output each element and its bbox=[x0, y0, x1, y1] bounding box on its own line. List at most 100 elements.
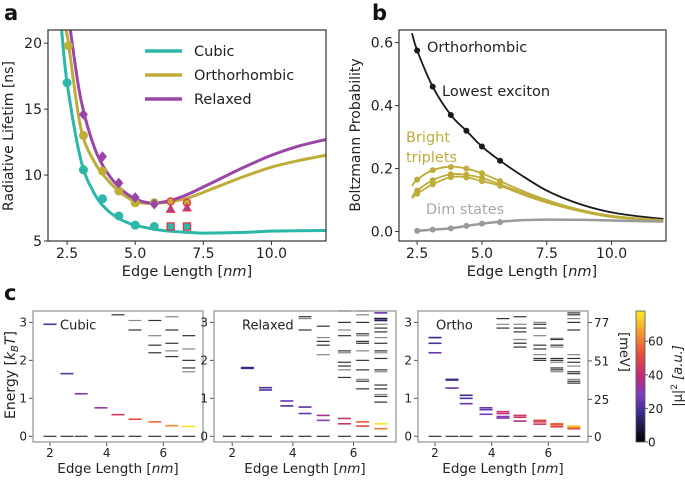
y-tick-label: 0 bbox=[200, 430, 208, 444]
y-tick-label: 10 bbox=[24, 168, 42, 184]
y-tick-label: 0.6 bbox=[371, 36, 393, 52]
panel-label-c: c bbox=[4, 281, 16, 305]
right-tick-label: 0 bbox=[594, 430, 602, 444]
colorbar-label: |μ|2 [a.u.] bbox=[670, 345, 685, 407]
series-curve-relaxed bbox=[68, 30, 326, 205]
data-point-diamond bbox=[149, 198, 159, 210]
data-point-circle bbox=[98, 166, 108, 176]
y-tick-label: 15 bbox=[24, 102, 42, 118]
data-point-circle bbox=[114, 186, 124, 196]
axes-frame bbox=[417, 310, 589, 443]
data-point bbox=[447, 174, 454, 181]
y-tick-label: 5 bbox=[33, 234, 42, 250]
data-point bbox=[478, 170, 485, 177]
annotation-triplets: triplets bbox=[406, 150, 457, 166]
data-point bbox=[478, 220, 485, 227]
data-point bbox=[478, 178, 485, 185]
annotation-bright: Bright bbox=[406, 130, 450, 146]
y-tick-label: 0.4 bbox=[371, 99, 393, 115]
data-point-circle bbox=[98, 194, 108, 204]
data-point-triangle bbox=[182, 202, 192, 212]
data-point bbox=[414, 227, 421, 234]
x-tick-label: 5.0 bbox=[471, 246, 493, 262]
data-point-square bbox=[166, 222, 175, 231]
y-tick-label: 0 bbox=[404, 430, 412, 444]
legend-label-orthorhombic: Orthorhombic bbox=[194, 68, 294, 84]
plot-area bbox=[60, 30, 326, 235]
data-point-circle bbox=[63, 41, 73, 51]
right-axis-label-mev: [meV] bbox=[616, 332, 631, 372]
subplot-title-ortho: Ortho bbox=[436, 318, 473, 333]
y-tick-label: 2 bbox=[200, 354, 208, 368]
y-tick-label: 3 bbox=[404, 316, 412, 330]
data-point bbox=[429, 226, 436, 233]
y-tick-label: 3 bbox=[200, 316, 208, 330]
x-axis-label: Edge Length [nm] bbox=[442, 461, 563, 477]
right-tick-label: 77 bbox=[594, 316, 609, 330]
data-point-diamond bbox=[114, 177, 124, 189]
data-point-circle bbox=[114, 211, 124, 221]
chart-a-radiative-lifetime: 2.5 5.0 7.5 10.0 5 10 15 20 Cubic Orthorhombic Rel… bbox=[1, 29, 327, 280]
axes-frame bbox=[398, 29, 667, 242]
colorbar-tick-label: 60 bbox=[648, 335, 663, 349]
axes-frame bbox=[47, 29, 327, 242]
colorbar-tick-label: 20 bbox=[648, 402, 663, 416]
axes-frame bbox=[213, 310, 397, 443]
colorbar-tick-label: 0 bbox=[648, 436, 656, 450]
y-tick-label: 1 bbox=[19, 392, 27, 406]
data-point bbox=[497, 219, 504, 226]
axes-frame bbox=[32, 310, 204, 443]
subplot-cubic: 2 4 6 0 1 2 3 Cubic Edge Length [nm] bbox=[19, 310, 204, 477]
x-tick-label: 7.5 bbox=[536, 246, 558, 262]
data-point bbox=[478, 143, 485, 150]
y-tick-label: 0.2 bbox=[371, 162, 393, 178]
data-point-circle bbox=[78, 131, 88, 140]
data-point bbox=[463, 174, 470, 181]
x-tick-label: 6 bbox=[160, 446, 168, 460]
panel-label-b: b bbox=[372, 1, 387, 25]
x-tick-label: 7.5 bbox=[192, 246, 214, 262]
x-tick-label: 4 bbox=[488, 446, 496, 460]
x-axis-label: Edge Length [nm] bbox=[122, 264, 252, 280]
subplot-relaxed: 2 4 6 0 1 2 3 Relaxed Edge Length [nm] bbox=[200, 310, 397, 477]
subplot-title-relaxed: Relaxed bbox=[242, 318, 294, 333]
legend-label-relaxed: Relaxed bbox=[194, 92, 252, 108]
x-tick-label: 4 bbox=[103, 446, 111, 460]
data-point bbox=[447, 112, 454, 119]
data-point bbox=[447, 163, 454, 170]
data-point-circle bbox=[78, 165, 88, 175]
data-point bbox=[414, 190, 421, 197]
y-tick-label: 20 bbox=[24, 36, 42, 52]
data-point bbox=[497, 182, 504, 189]
subplot-ortho: 2 4 6 0 1 2 3 Ortho Edge Length [nm] 0 25 51 77 [meV] bbox=[404, 310, 631, 477]
data-point-circle bbox=[62, 78, 72, 88]
x-axis-label: Edge Length [nm] bbox=[244, 461, 365, 477]
subplot-title-cubic: Cubic bbox=[60, 318, 96, 333]
y-axis-label: Boltzmann Probability bbox=[348, 58, 364, 211]
data-point bbox=[429, 181, 436, 188]
x-tick-label: 6 bbox=[350, 446, 358, 460]
data-point bbox=[497, 157, 504, 164]
y-tick-label: 1 bbox=[200, 392, 208, 406]
data-point bbox=[463, 127, 470, 134]
data-point-triangle bbox=[165, 203, 176, 213]
data-point bbox=[429, 167, 436, 174]
data-point-diamond bbox=[130, 192, 140, 203]
panel-label-a: a bbox=[4, 1, 18, 25]
data-point bbox=[414, 176, 421, 183]
x-tick-label: 2 bbox=[431, 446, 439, 460]
colorbar bbox=[635, 310, 646, 443]
y-axis-label: Radiative Lifetim [ns] bbox=[1, 61, 17, 211]
x-tick-label: 4 bbox=[289, 446, 297, 460]
x-tick-label: 10.0 bbox=[596, 246, 627, 262]
data-point-square bbox=[182, 222, 192, 231]
y-tick-label: 3 bbox=[19, 316, 27, 330]
annotation-lowest-exciton: Lowest exciton bbox=[442, 84, 550, 100]
y-tick-label: 0 bbox=[19, 430, 27, 444]
annotation-orthorhombic: Orthorhombic bbox=[427, 40, 527, 56]
right-tick-label: 51 bbox=[594, 354, 609, 368]
x-tick-label: 10.0 bbox=[256, 246, 287, 262]
data-point bbox=[414, 47, 421, 54]
